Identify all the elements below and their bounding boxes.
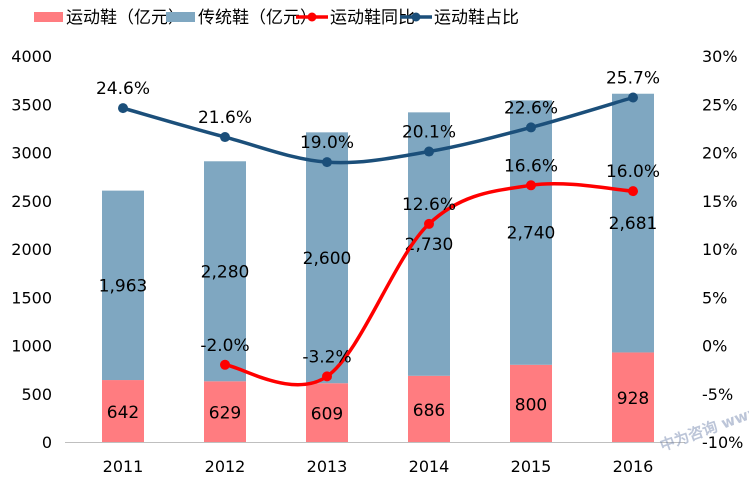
y-left-tick-label: 3000 <box>11 144 52 163</box>
y-right-tick-label: 0% <box>702 337 727 356</box>
bar-sport-shoes <box>204 381 246 442</box>
y-left-tick-label: 3500 <box>11 95 52 114</box>
y-right-tick-label: 5% <box>702 288 727 307</box>
bar-label-sport: 928 <box>617 389 649 409</box>
y-left-tick-label: 2500 <box>11 192 52 211</box>
bar-label-traditional: 2,740 <box>507 224 556 244</box>
share-label: 22.6% <box>504 98 558 118</box>
share-point <box>526 122 536 133</box>
bar-label-traditional: 2,280 <box>201 262 250 282</box>
y-right-tick-label: -10% <box>702 433 743 452</box>
legend-label: 传统鞋（亿元） <box>198 8 317 28</box>
bar-label-sport: 642 <box>107 403 139 423</box>
y-left-tick-label: 0 <box>42 433 52 452</box>
legend-label: 运动鞋同比 <box>330 8 415 28</box>
y-left-tick-label: 4000 <box>11 47 52 66</box>
bar-label-traditional: 2,600 <box>303 249 352 269</box>
legend-marker <box>411 12 421 22</box>
share-point <box>424 146 434 157</box>
x-tick-label: 2011 <box>103 457 144 476</box>
bar-sport-shoes <box>408 375 450 442</box>
share-line <box>122 95 634 165</box>
bar-label-sport: 609 <box>311 405 343 425</box>
y-right-tick-label: 15% <box>702 192 738 211</box>
y-right-tick-label: 10% <box>702 240 738 259</box>
bar-sport-shoes <box>612 352 654 442</box>
x-tick-label: 2015 <box>511 457 552 476</box>
growth-point <box>526 180 536 191</box>
share-label: 21.6% <box>198 108 252 128</box>
x-tick-label: 2013 <box>307 457 348 476</box>
x-tick-label: 2012 <box>205 457 246 476</box>
growth-label: 16.6% <box>504 156 558 176</box>
bar-sport-shoes <box>102 380 144 442</box>
bar-traditional-shoes <box>612 93 654 353</box>
y-left-tick-label: 1000 <box>11 337 52 356</box>
bar-traditional-shoes <box>306 132 348 384</box>
growth-point <box>220 359 230 370</box>
bar-label-sport: 629 <box>209 404 241 424</box>
y-left-tick-label: 1500 <box>11 288 52 307</box>
bar-traditional-shoes <box>102 190 144 381</box>
legend-marker <box>307 12 317 22</box>
share-point <box>628 92 638 103</box>
share-point <box>322 157 332 168</box>
growth-point <box>322 371 332 382</box>
growth-line <box>224 181 634 387</box>
y-left-tick-label: 2000 <box>11 240 52 259</box>
legend-label: 运动鞋占比 <box>434 8 519 28</box>
legend-label: 运动鞋（亿元） <box>66 8 185 28</box>
share-label: 19.0% <box>300 133 354 153</box>
bar-label-traditional: 2,681 <box>609 214 658 234</box>
growth-label: -3.2% <box>302 347 351 367</box>
bar-sport-shoes <box>306 383 348 442</box>
bar-traditional-shoes <box>204 161 246 382</box>
share-point <box>220 132 230 143</box>
bar-traditional-shoes <box>510 100 552 365</box>
bar-label-sport: 686 <box>413 401 445 421</box>
y-right-tick-label: 25% <box>702 95 738 114</box>
bar-label-sport: 800 <box>515 395 547 415</box>
growth-label: 12.6% <box>402 195 456 215</box>
bar-sport-shoes <box>510 364 552 442</box>
y-right-tick-label: 30% <box>702 47 738 66</box>
share-label: 24.6% <box>96 79 150 99</box>
share-label: 20.1% <box>402 123 456 143</box>
y-left-tick-label: 500 <box>21 385 52 404</box>
y-right-tick-label: 20% <box>702 144 738 163</box>
growth-label: 16.0% <box>606 162 660 182</box>
growth-point <box>628 186 638 197</box>
x-tick-label: 2014 <box>409 457 450 476</box>
y-right-tick-label: -5% <box>702 385 733 404</box>
growth-point <box>424 218 434 229</box>
legend-swatch <box>166 12 195 22</box>
legend-swatch <box>34 12 63 22</box>
share-point <box>118 103 128 114</box>
bar-label-traditional: 1,963 <box>99 276 148 296</box>
x-tick-label: 2016 <box>613 457 654 476</box>
growth-label: -2.0% <box>200 336 249 356</box>
share-label: 25.7% <box>606 68 660 88</box>
